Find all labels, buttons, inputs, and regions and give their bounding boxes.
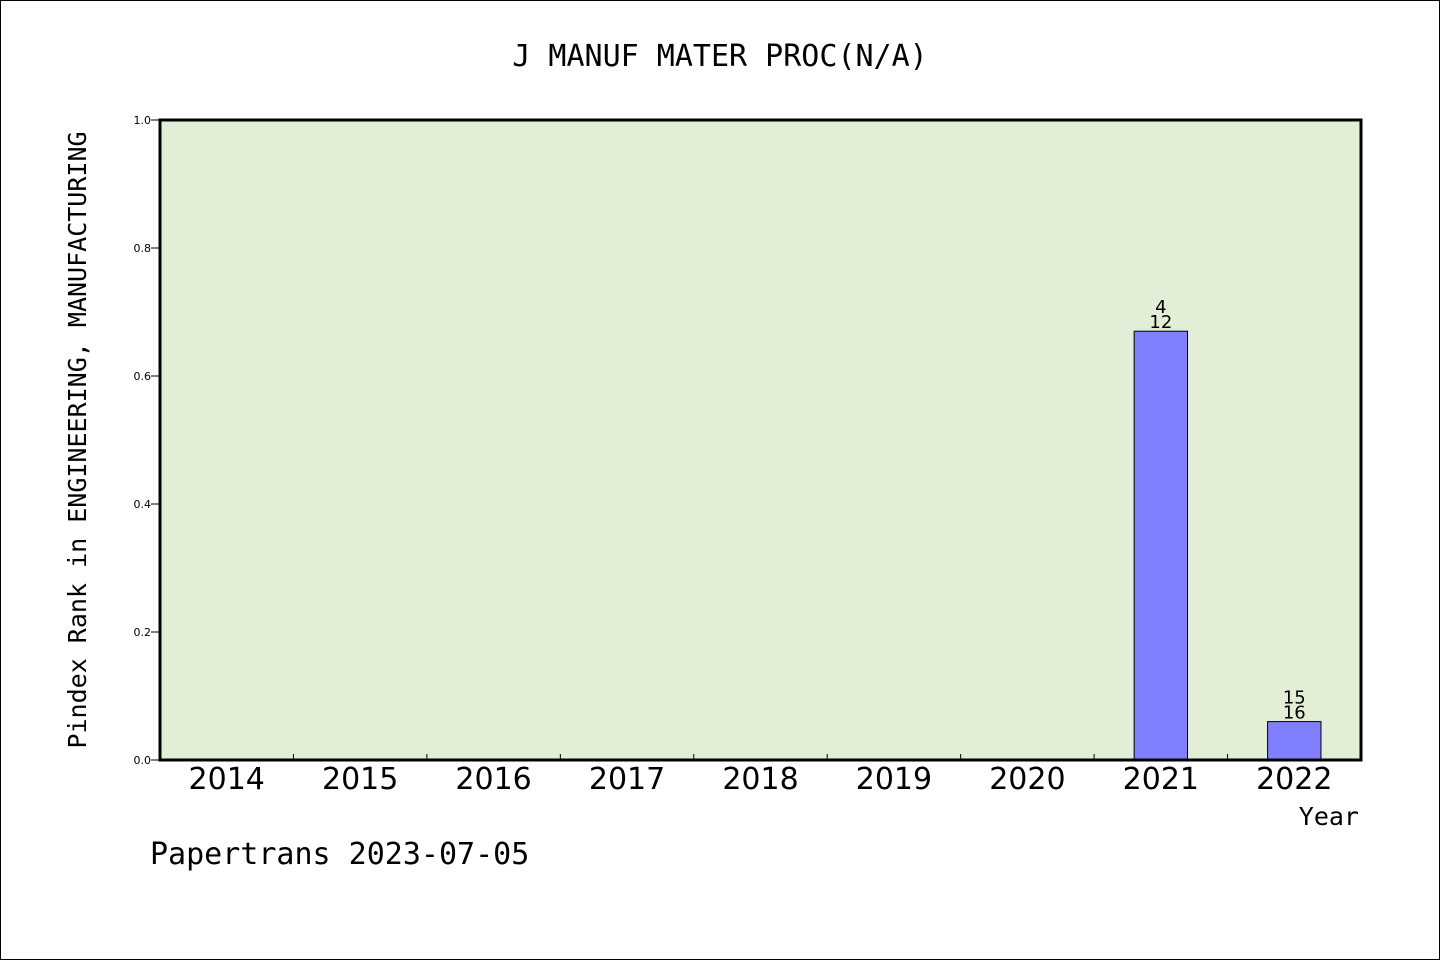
x-tick-label: 2022 <box>1256 762 1332 797</box>
y-tick-label: 0.0 <box>134 754 152 767</box>
y-tick-label: 0.2 <box>134 626 152 639</box>
y-tick-label: 0.4 <box>134 498 152 511</box>
x-tick-label: 2021 <box>1123 762 1199 797</box>
y-tick-label: 0.8 <box>134 242 152 255</box>
bar-label-top: 4 <box>1155 297 1166 318</box>
x-tick-label: 2019 <box>856 762 932 797</box>
x-axis-ticks: 2014 2015 2016 2017 2018 2019 2020 2021 2022 <box>189 754 1332 797</box>
bar-label-top: 15 <box>1283 688 1306 709</box>
bar-2021 <box>1133 330 1189 761</box>
x-tick-label: 2017 <box>589 762 665 797</box>
footer-credit: Papertrans 2023-07-05 <box>150 837 529 872</box>
x-tick-label: 2016 <box>455 762 531 797</box>
y-tick-label: 0.6 <box>134 370 152 383</box>
x-tick-label: 2014 <box>189 762 265 797</box>
bar-label-bottom: 16 <box>1283 703 1306 724</box>
x-tick-label: 2020 <box>989 762 1065 797</box>
plot-border <box>158 118 1363 762</box>
bar-series <box>1133 330 1322 761</box>
x-tick-label: 2018 <box>722 762 798 797</box>
bar-label-bottom: 12 <box>1149 312 1172 333</box>
y-axis-label: Pindex Rank in ENGINEERING, MANUFACTURIN… <box>63 131 92 748</box>
y-axis-ticks: 0.0 0.2 0.4 0.6 0.8 1.0 <box>134 114 160 767</box>
bar-2022 <box>1267 721 1322 761</box>
y-tick-label: 1.0 <box>134 114 152 127</box>
x-axis-label: Year <box>1299 802 1359 831</box>
x-tick-label: 2015 <box>322 762 398 797</box>
chart-title: J MANUF MATER PROC(N/A) <box>512 39 927 74</box>
